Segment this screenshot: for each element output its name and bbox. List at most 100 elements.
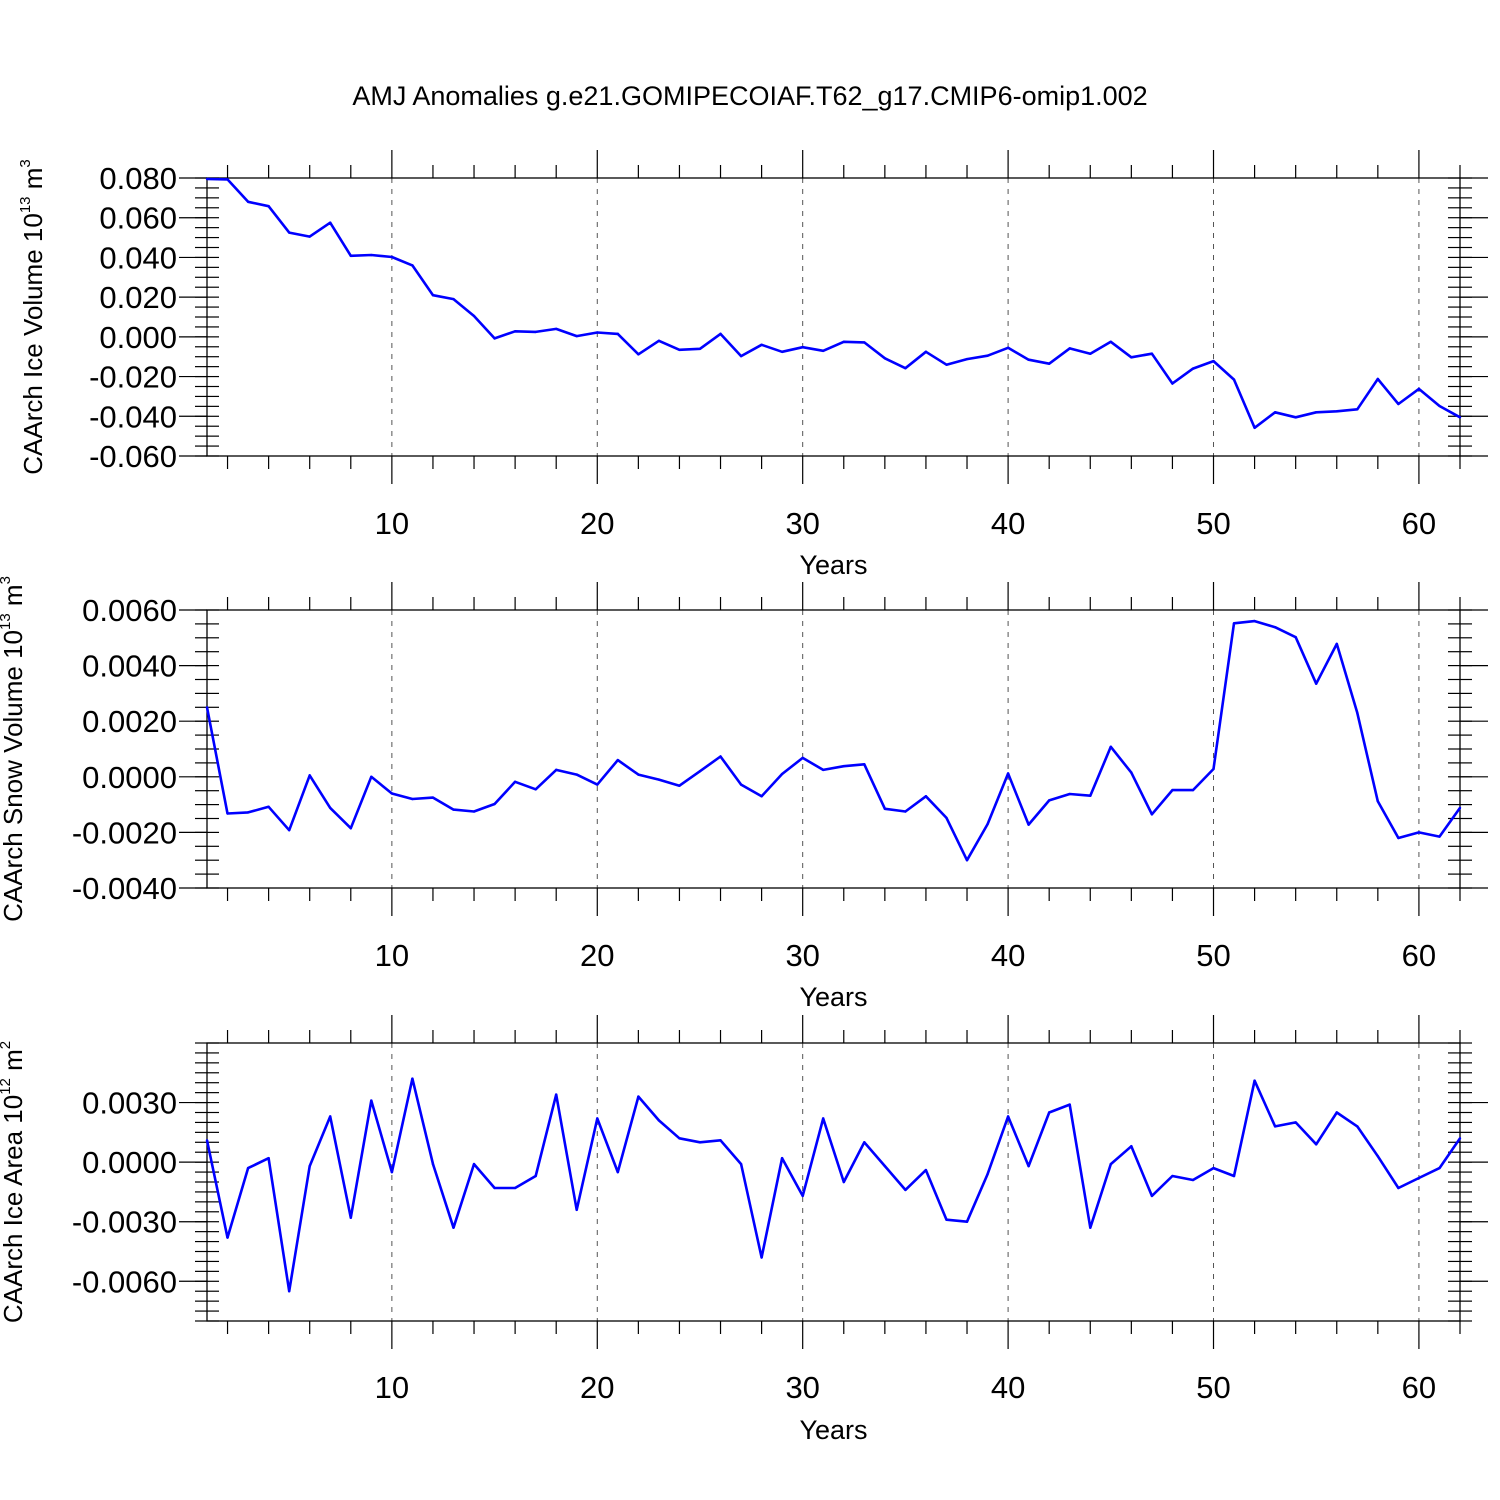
y-tick-label: 0.0000 — [82, 1145, 177, 1180]
y-tick-label: -0.060 — [89, 439, 177, 474]
data-point — [637, 1095, 640, 1098]
data-point — [1438, 835, 1441, 838]
data-point — [452, 297, 455, 301]
data-point — [1253, 426, 1256, 430]
data-point — [411, 797, 414, 801]
x-tick-label: 40 — [991, 938, 1025, 973]
y-axis-title-text: CAArch Ice Volume 10 — [18, 213, 48, 475]
data-point — [411, 264, 414, 267]
data-point — [863, 1141, 866, 1144]
series-line — [206, 177, 1461, 430]
x-tick-label: 10 — [375, 1370, 409, 1405]
data-point — [1212, 767, 1215, 771]
x-tick-label: 30 — [785, 938, 819, 973]
data-point — [657, 778, 661, 781]
data-point — [698, 1141, 702, 1144]
data-point — [534, 330, 537, 334]
data-point — [1150, 352, 1154, 355]
data-point — [513, 780, 517, 784]
data-point — [575, 334, 578, 338]
y-tick-label: 0.040 — [99, 240, 177, 275]
data-point — [1191, 1178, 1195, 1182]
data-point — [678, 784, 681, 787]
y-tick-label: -0.0060 — [72, 1264, 177, 1299]
y-axis-title-exponent: 12 — [0, 1078, 14, 1095]
data-point — [719, 1139, 722, 1142]
data-point — [965, 357, 969, 361]
data-point — [308, 774, 311, 777]
data-point — [596, 1117, 599, 1120]
x-tick-label: 40 — [991, 1370, 1025, 1405]
x-tick-label: 40 — [991, 506, 1025, 541]
data-point — [801, 756, 804, 760]
data-point — [1212, 359, 1215, 363]
x-tick-label: 50 — [1196, 506, 1230, 541]
data-point — [452, 808, 455, 811]
data-point — [1273, 1125, 1277, 1128]
data-point — [1253, 619, 1256, 623]
data-point — [801, 345, 804, 349]
data-point — [1130, 356, 1133, 359]
data-point — [452, 1226, 455, 1229]
y-tick-label: 0.0030 — [82, 1086, 177, 1121]
data-point — [1294, 1121, 1297, 1124]
x-tick-label: 10 — [375, 938, 409, 973]
data-point — [1335, 642, 1338, 646]
x-tick-label: 30 — [785, 1370, 819, 1405]
data-point — [596, 331, 599, 334]
data-point — [226, 1236, 229, 1239]
data-point — [965, 859, 969, 862]
y-tick-label: 0.0000 — [82, 760, 177, 795]
plot-frame — [206, 177, 1461, 457]
data-point — [1315, 682, 1318, 685]
data-point — [329, 806, 332, 810]
data-point — [1027, 1164, 1030, 1168]
data-point — [411, 1077, 414, 1080]
data-point — [739, 783, 743, 786]
data-point — [1027, 358, 1030, 361]
data-point — [1109, 745, 1113, 748]
data-point — [329, 1115, 332, 1118]
data-point — [801, 1194, 804, 1198]
data-point — [1273, 626, 1277, 629]
data-point — [1089, 1226, 1092, 1229]
data-point — [760, 1256, 763, 1259]
x-tick-label: 50 — [1196, 1370, 1230, 1405]
data-point — [822, 349, 825, 352]
y-tick-label: -0.020 — [89, 360, 177, 395]
data-point — [1130, 771, 1133, 774]
data-point — [1417, 1176, 1421, 1180]
data-point — [329, 221, 332, 224]
data-point — [287, 828, 291, 832]
x-axis-title: Years — [799, 982, 867, 1012]
data-point — [904, 367, 907, 370]
data-point — [1397, 836, 1400, 840]
data-point — [1027, 823, 1030, 826]
x-tick-label: 20 — [580, 506, 614, 541]
data-point — [739, 354, 743, 358]
y-tick-label: 0.000 — [99, 320, 177, 355]
data-point — [883, 1164, 887, 1168]
x-tick-label: 30 — [785, 506, 819, 541]
data-point — [986, 822, 989, 826]
data-point — [205, 1139, 209, 1142]
x-tick-label: 60 — [1402, 506, 1436, 541]
panel-1: 10 20 30 40 50 60 0.080 0.060 0.040 0.020 0.000 -0.… — [17, 150, 1488, 580]
data-point — [267, 1156, 270, 1160]
data-point — [1109, 1162, 1113, 1166]
data-point — [1109, 340, 1113, 344]
data-point — [1232, 622, 1236, 625]
data-point — [678, 1137, 681, 1140]
data-point — [1356, 408, 1359, 411]
x-tick-label: 20 — [580, 938, 614, 973]
data-point — [1171, 1174, 1174, 1178]
data-point — [780, 1156, 784, 1160]
data-point — [472, 1162, 476, 1166]
data-point — [287, 231, 291, 234]
data-point — [1191, 788, 1195, 792]
data-point — [1068, 347, 1071, 350]
data-point — [1315, 1143, 1318, 1146]
data-point — [1356, 1125, 1359, 1128]
data-point — [657, 339, 661, 343]
